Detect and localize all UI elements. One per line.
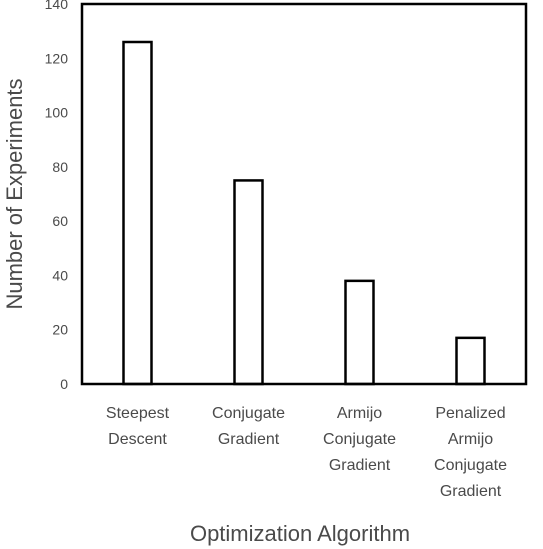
x-category-label: Conjugate Gradient <box>212 405 285 448</box>
bar <box>344 279 375 386</box>
x-axis-title: Optimization Algorithm <box>190 521 410 546</box>
bar <box>233 179 264 386</box>
plot-frame <box>80 2 528 386</box>
y-tick-label: 100 <box>45 105 69 121</box>
bar <box>122 40 153 386</box>
x-category-label: Armijo Conjugate Gradient <box>323 405 396 474</box>
y-tick-label: 120 <box>45 50 69 66</box>
bars <box>122 40 486 386</box>
x-category-label: Penalized Armijo Conjugate Gradient <box>434 405 507 500</box>
y-tick-label: 60 <box>52 213 68 229</box>
x-category-label: Steepest Descent <box>106 405 170 448</box>
y-tick-label: 140 <box>45 0 69 12</box>
y-tick-label: 40 <box>52 267 68 283</box>
y-tick-label: 0 <box>60 376 68 392</box>
x-axis-category-labels: Steepest Descent Conjugate Gradient Armijo Co… <box>106 405 507 500</box>
y-axis-title: Number of Experiments <box>2 78 27 309</box>
y-tick-label: 20 <box>52 322 68 338</box>
bar <box>455 336 486 386</box>
y-tick-label: 80 <box>52 159 68 175</box>
y-axis-ticks: 0 20 40 60 80 100 120 140 <box>45 0 69 392</box>
